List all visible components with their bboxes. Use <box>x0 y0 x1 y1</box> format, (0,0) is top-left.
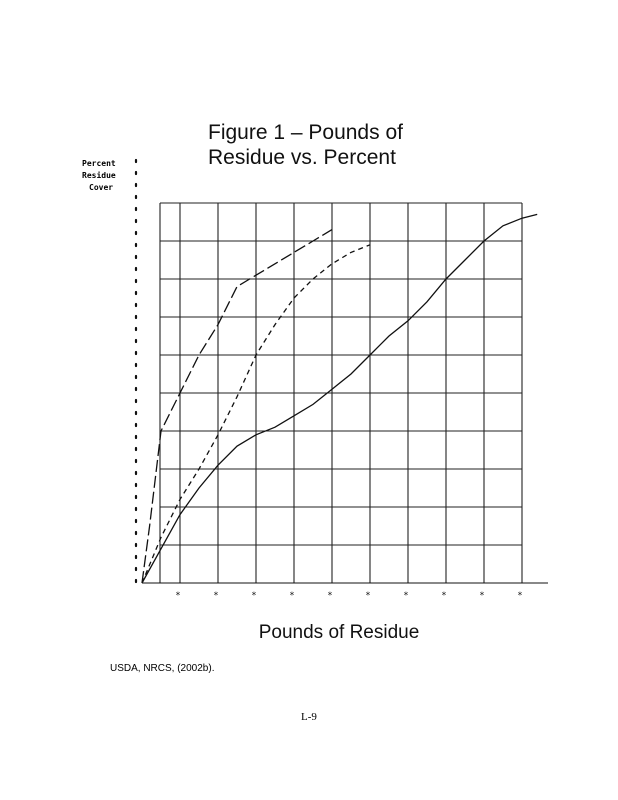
x-tick-mark: * <box>403 591 408 601</box>
x-tick-mark: * <box>517 591 522 601</box>
x-tick-mark: * <box>175 591 180 601</box>
x-tick-mark: * <box>479 591 484 601</box>
x-tick-mark: * <box>441 591 446 601</box>
page-number: L-9 <box>301 711 317 723</box>
y-axis-label: Percent Residue Cover <box>82 159 116 192</box>
x-tick-mark: * <box>365 591 370 601</box>
x-tick-mark: * <box>327 591 332 601</box>
y-axis-label-line-3: Cover <box>89 183 113 192</box>
series-lines <box>141 213 538 584</box>
axes <box>134 158 548 587</box>
x-tick-mark: * <box>251 591 256 601</box>
tick-labels: * * * * * * * * * * <box>175 591 522 601</box>
series-line <box>141 244 371 584</box>
figure-title: Figure 1 – Pounds of Residue vs. Percent <box>208 120 403 170</box>
series-line <box>141 213 538 584</box>
x-tick-mark: * <box>213 591 218 601</box>
y-axis-label-line-2: Residue <box>82 170 116 180</box>
figure-title-line-1: Figure 1 – Pounds of <box>208 121 403 144</box>
y-axis-label-line-1: Percent <box>82 159 116 168</box>
source-caption: USDA, NRCS, (2002b). <box>110 663 215 674</box>
series-line <box>141 229 333 584</box>
x-axis-label: Pounds of Residue <box>259 622 420 643</box>
figure-title-line-2: Residue vs. Percent <box>208 146 396 169</box>
x-tick-mark: * <box>289 591 294 601</box>
grid <box>159 202 523 583</box>
